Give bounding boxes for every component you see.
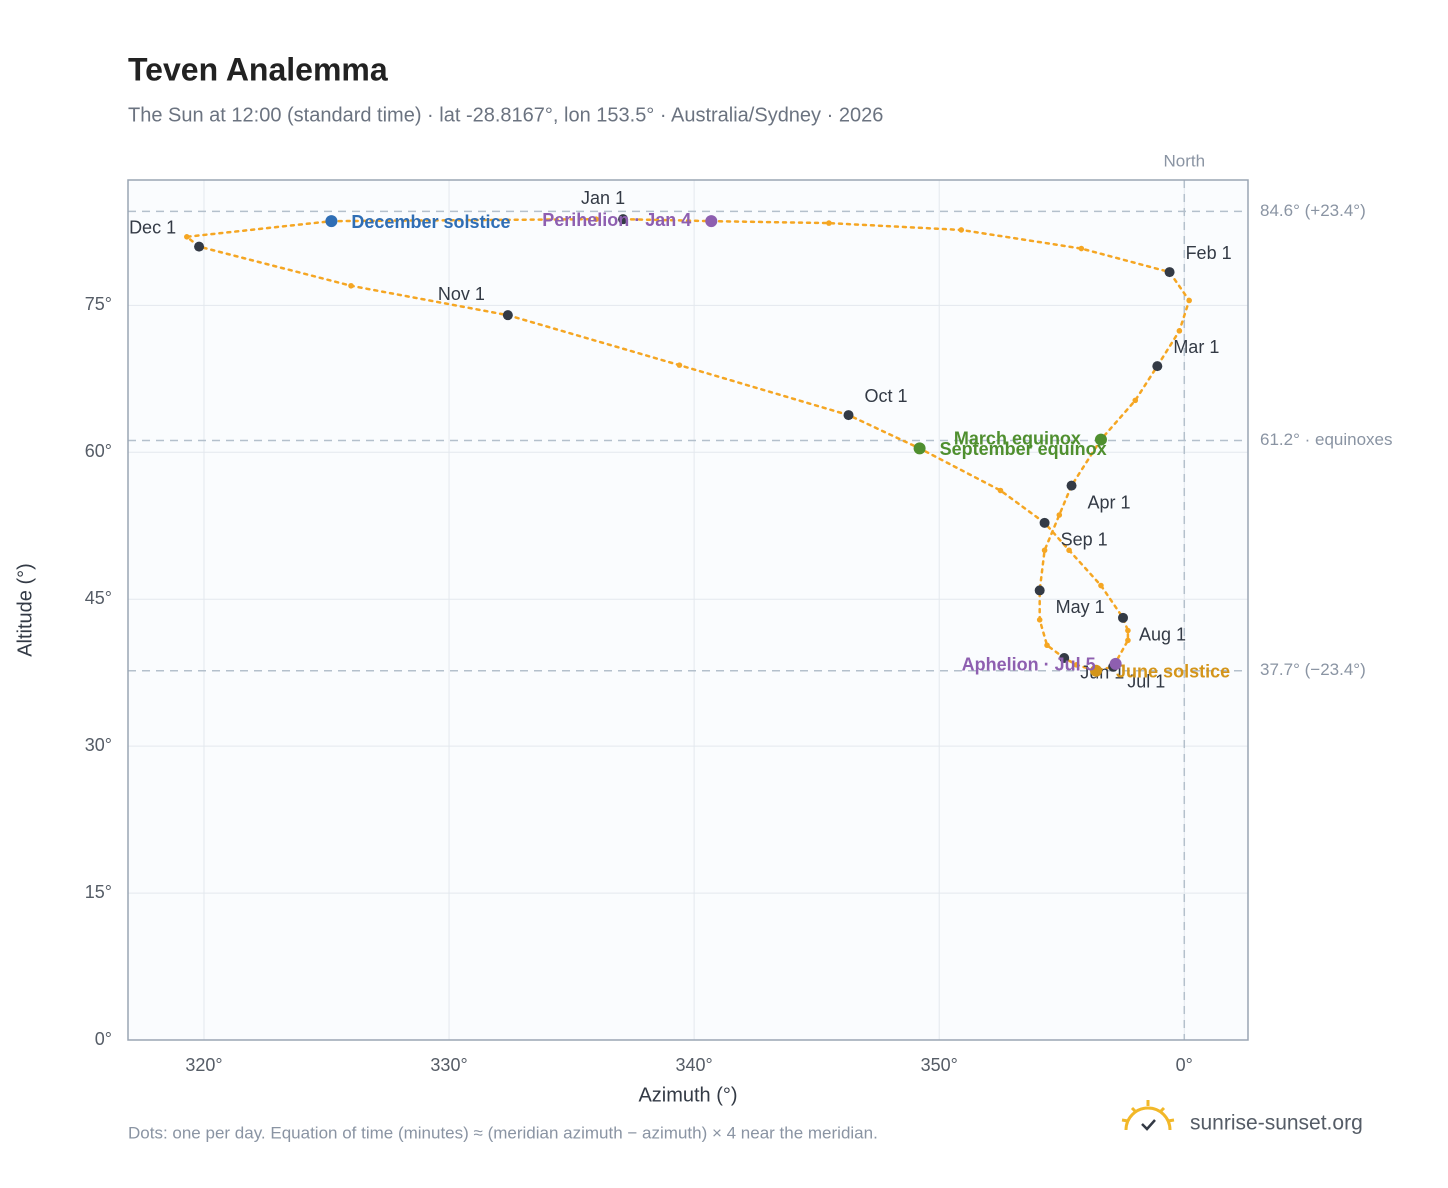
event-marker [1090, 664, 1103, 677]
day-dot [348, 282, 354, 289]
day-dot [1098, 582, 1104, 589]
month-marker [618, 214, 629, 225]
chart-subtitle: The Sun at 12:00 (standard time) · lat -… [128, 104, 883, 126]
day-dot [997, 487, 1004, 494]
month-label: Sep 1 [1061, 530, 1108, 550]
month-label: Feb 1 [1186, 243, 1232, 263]
y-tick-label: 15° [85, 882, 112, 902]
day-dot [1176, 328, 1183, 334]
day-dot [593, 216, 599, 222]
month-label: Jan 1 [581, 188, 625, 208]
day-dot [1044, 642, 1050, 649]
chart-title: Teven Analemma [128, 51, 388, 87]
y-tick-label: 30° [85, 735, 112, 755]
day-dot [184, 234, 190, 240]
day-dot [826, 220, 832, 226]
month-marker [194, 241, 205, 252]
y-axis-label: Altitude (°) [14, 563, 36, 657]
event-marker [1094, 433, 1107, 446]
month-marker [502, 310, 513, 321]
month-marker [1066, 480, 1077, 491]
x-tick-label: 340° [676, 1055, 713, 1075]
month-label: Mar 1 [1173, 337, 1219, 357]
x-tick-label: 0° [1176, 1055, 1193, 1075]
day-dot [1073, 662, 1080, 668]
month-marker [1118, 612, 1129, 623]
event-label: Perihelion · Jan 4 [542, 210, 691, 230]
day-dot [1125, 637, 1131, 644]
month-label: May 1 [1056, 597, 1105, 617]
month-marker [1152, 361, 1163, 372]
north-label: North [1163, 151, 1205, 170]
reference-label: 84.6° (+23.4°) [1260, 201, 1366, 220]
month-marker [1059, 652, 1070, 663]
day-dot [1036, 616, 1043, 623]
day-dot [1041, 547, 1048, 554]
y-tick-label: 75° [85, 294, 112, 314]
event-label: September equinox [940, 439, 1107, 459]
month-marker [1164, 267, 1175, 278]
brand: sunrise-sunset.org [1190, 1112, 1363, 1135]
month-label: Jul 1 [1127, 672, 1165, 692]
month-label: Nov 1 [438, 284, 485, 304]
y-tick-label: 60° [85, 441, 112, 461]
day-dot [958, 227, 965, 233]
day-dot [1078, 245, 1085, 252]
y-tick-label: 45° [85, 588, 112, 608]
x-tick-label: 330° [430, 1055, 467, 1075]
month-label: Oct 1 [865, 386, 908, 406]
x-tick-label: 350° [921, 1055, 958, 1075]
event-marker [1109, 657, 1122, 670]
event-label: March equinox [954, 428, 1081, 448]
reference-label: 37.7° (−23.4°) [1260, 660, 1366, 679]
month-label: Apr 1 [1088, 492, 1131, 512]
event-label: December solstice [351, 212, 510, 232]
month-label: Dec 1 [129, 217, 176, 237]
day-dot [676, 362, 683, 368]
day-dot [1056, 512, 1063, 518]
plot-area [128, 180, 1248, 1040]
event-marker [913, 442, 926, 455]
event-marker [705, 215, 718, 228]
day-dot [1066, 547, 1072, 554]
month-label: Aug 1 [1139, 625, 1186, 645]
month-marker [1034, 585, 1045, 596]
day-dot [1186, 297, 1192, 304]
x-axis-label: Azimuth (°) [638, 1084, 737, 1106]
brand-logo [1121, 1100, 1175, 1131]
x-tick-label: 320° [185, 1055, 222, 1075]
month-marker [843, 410, 854, 421]
event-marker [325, 215, 338, 228]
plot-frame [127, 179, 1249, 1041]
day-dot [1132, 397, 1139, 404]
event-label: June solstice [1116, 661, 1230, 681]
y-tick-label: 0° [95, 1029, 112, 1049]
month-marker [1039, 517, 1050, 528]
reference-label: 61.2° · equinoxes [1260, 430, 1393, 449]
event-label: Aphelion · Jul 5 [962, 655, 1096, 675]
day-dot [1125, 627, 1131, 634]
footnote: Dots: one per day. Equation of time (min… [128, 1123, 878, 1142]
